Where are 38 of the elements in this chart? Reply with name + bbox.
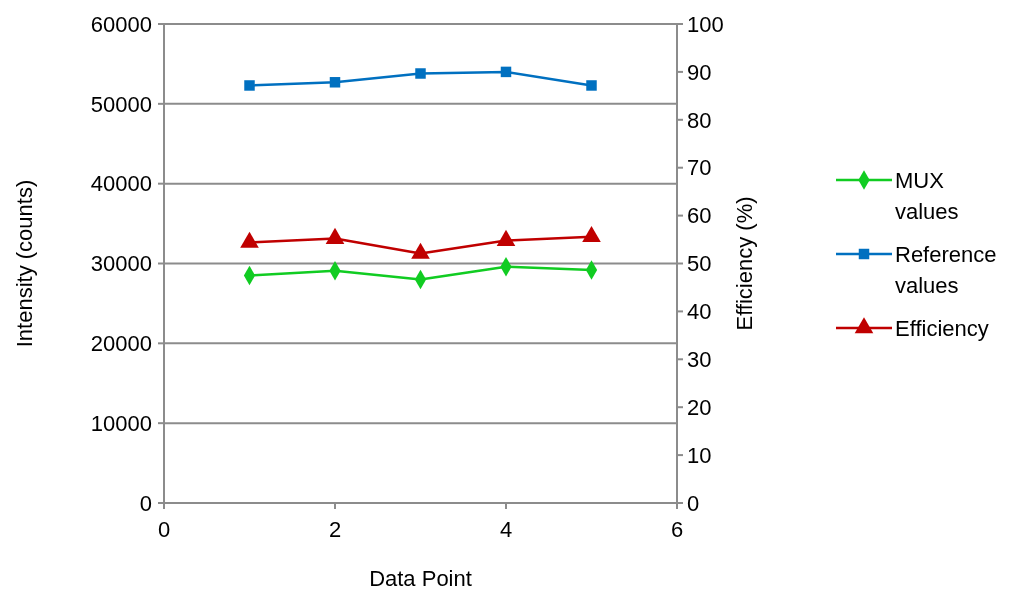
y2-tick-label: 20 [687,394,712,420]
y2-tick-label: 70 [687,155,712,181]
y2-tick-label: 0 [687,490,700,516]
point [244,80,255,91]
legend-label: Reference values [895,241,997,298]
y-axis-title: Intensity (counts) [12,179,37,348]
x-tick-label: 6 [670,517,684,542]
y2-tick-label: 40 [687,299,712,325]
x-tick-label: 0 [157,517,171,542]
point [325,227,345,244]
y2-tick-label: 90 [687,59,712,85]
point [411,242,430,259]
y2-tick-label: 60 [687,203,712,229]
point [329,77,341,88]
point [582,225,601,243]
y-tick-label: 60000 [90,11,152,37]
x-tick-label: 2 [328,517,342,542]
y-tick-label: 20000 [90,331,152,357]
y2-tick-label: 50 [687,251,712,277]
point [415,68,426,79]
x-axis-title: Data Point [369,566,472,591]
point [496,229,516,246]
y2-tick-label: 100 [687,11,724,37]
y2-axis-title: Efficiency (%) [732,196,757,331]
x-tick-label: 4 [499,517,513,542]
y-tick-label: 40000 [90,171,152,197]
y-tick-label: 50000 [90,91,152,117]
y2-tick-label: 80 [687,107,712,133]
y-tick-label: 10000 [90,410,152,436]
y2-tick-label: 10 [687,442,712,468]
legend-label: Efficiency [895,315,989,341]
point [240,231,259,248]
legend-label: MUX values [895,167,959,224]
y-tick-label: 30000 [90,251,152,277]
y-tick-label: 0 [139,490,152,516]
y2-tick-label: 30 [687,347,712,372]
point [586,80,597,91]
point [500,66,512,78]
